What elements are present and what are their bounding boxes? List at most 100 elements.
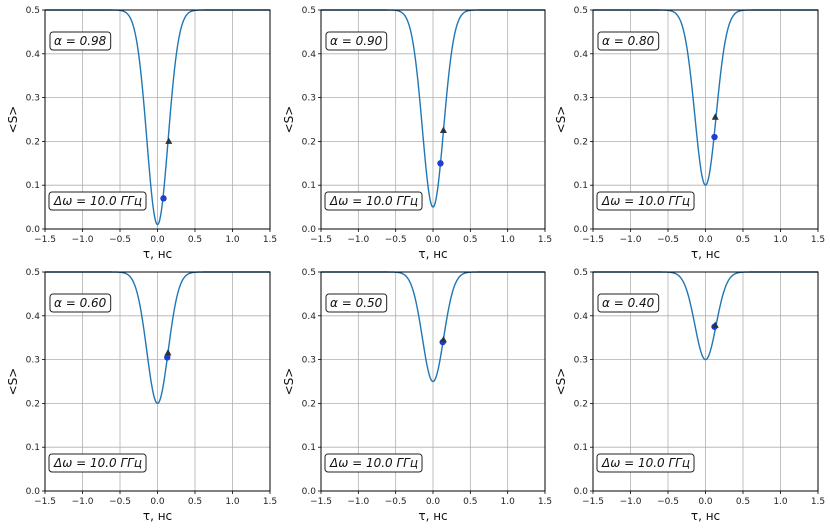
domega-annotation-text: Δω = 10.0 ГГц: [53, 194, 142, 208]
x-tick-label: −0.5: [385, 235, 407, 245]
domega-annotation: [324, 191, 423, 211]
x-tick-label: 0.5: [736, 235, 750, 245]
x-tick-label: −0.5: [657, 235, 679, 245]
circle-marker: [437, 160, 444, 167]
y-tick-label: 0.1: [574, 181, 588, 191]
x-tick-label: −1.5: [310, 235, 332, 245]
chart-panel-6: −1.5 −1.0 −0.5 0.0 0.5 1.0 1.5 0.0 0.1 0.2 0.3 0.4 0…: [554, 268, 825, 523]
alpha-annotation: [49, 293, 112, 313]
x-tick-label: 0.0: [426, 235, 441, 245]
y-tick-label: 0.4: [26, 312, 41, 322]
y-tick-label: 0.4: [574, 312, 589, 322]
y-tick-label: 0.0: [26, 487, 41, 497]
x-tick-label: −0.5: [109, 235, 131, 245]
triangle-marker: [165, 137, 173, 144]
chart-panel-3: −1.5 −1.0 −0.5 0.0 0.5 1.0 1.5 0.0 0.1 0.2 0.3 0.4 0…: [554, 6, 825, 261]
x-tick-label: 1.5: [263, 235, 277, 245]
domega-annotation: [324, 453, 423, 473]
y-tick-label: 0.0: [302, 487, 317, 497]
y-tick-label: 0.5: [26, 268, 40, 278]
x-tick-label: 1.5: [811, 497, 825, 507]
alpha-annotation: [325, 31, 388, 51]
alpha-annotation-text: α = 0.40: [602, 296, 655, 310]
y-tick-label: 0.1: [302, 443, 316, 453]
x-tick-label: 1.5: [538, 497, 552, 507]
alpha-annotation: [597, 31, 660, 51]
chart-panel-4: −1.5 −1.0 −0.5 0.0 0.5 1.0 1.5 0.0 0.1 0.2 0.3 0.4 0…: [6, 268, 277, 523]
x-tick-label: 0.5: [463, 497, 477, 507]
x-tick-label: 1.0: [773, 497, 788, 507]
x-tick-label: 1.5: [263, 497, 277, 507]
domega-annotation: [596, 453, 695, 473]
circle-marker: [711, 133, 718, 141]
x-tick-label: −1.0: [347, 497, 369, 507]
y-tick-label: 0.2: [26, 399, 40, 409]
x-tick-label: −1.0: [72, 235, 94, 245]
y-tick-label: 0.5: [574, 6, 588, 16]
y-tick-label: 0.0: [26, 225, 41, 235]
x-tick-label: 1.0: [225, 235, 240, 245]
x-tick-label: 0.0: [698, 235, 713, 245]
chart-panel-2: −1.5 −1.0 −0.5 0.0 0.5 1.0 1.5 0.0 0.1 0.2 0.3 0.4 0…: [282, 6, 552, 261]
alpha-annotation-text: α = 0.60: [54, 296, 107, 310]
circle-marker: [164, 354, 171, 361]
x-tick-label: 0.5: [188, 235, 202, 245]
y-tick-label: 0.1: [574, 443, 588, 453]
alpha-annotation: [49, 31, 112, 51]
circle-marker: [160, 195, 167, 202]
domega-annotation: [48, 191, 147, 211]
y-tick-label: 0.5: [302, 268, 316, 278]
y-tick-label: 0.3: [574, 356, 588, 366]
domega-annotation-text: Δω = 10.0 ГГц: [601, 456, 690, 470]
x-tick-label: 0.0: [426, 497, 441, 507]
y-tick-label: 0.3: [26, 356, 40, 366]
y-tick-label: 0.3: [302, 356, 316, 366]
y-tick-label: 0.2: [574, 399, 588, 409]
x-tick-label: 0.5: [463, 235, 477, 245]
alpha-annotation-text: α = 0.90: [330, 34, 383, 48]
x-tick-label: −0.5: [109, 497, 131, 507]
y-axis-label: <S>: [6, 106, 20, 134]
x-tick-label: 0.0: [698, 497, 713, 507]
x-axis-label: τ, нс: [143, 247, 172, 261]
domega-annotation-text: Δω = 10.0 ГГц: [329, 194, 418, 208]
y-tick-label: 0.0: [574, 225, 589, 235]
y-axis-label: <S>: [282, 368, 296, 396]
alpha-annotation: [597, 293, 660, 313]
x-tick-label: −1.5: [582, 235, 604, 245]
y-tick-label: 0.2: [574, 137, 588, 147]
x-tick-label: 0.0: [150, 235, 165, 245]
triangle-marker: [711, 113, 719, 120]
y-tick-label: 0.2: [302, 137, 316, 147]
y-tick-label: 0.2: [302, 399, 316, 409]
y-axis-label: <S>: [282, 106, 296, 134]
x-tick-label: −1.0: [620, 235, 642, 245]
y-tick-label: 0.4: [302, 312, 317, 322]
domega-annotation: [596, 191, 695, 211]
x-tick-label: 1.5: [538, 235, 552, 245]
x-tick-label: 1.0: [225, 497, 240, 507]
domega-annotation-text: Δω = 10.0 ГГц: [329, 456, 418, 470]
domega-annotation-text: Δω = 10.0 ГГц: [601, 194, 690, 208]
y-tick-label: 0.2: [26, 137, 40, 147]
y-tick-label: 0.4: [574, 50, 589, 60]
x-tick-label: −1.5: [34, 497, 56, 507]
x-axis-label: τ, нс: [143, 509, 172, 523]
y-axis-label: <S>: [6, 368, 20, 396]
x-tick-label: 1.0: [773, 235, 788, 245]
x-tick-label: −0.5: [385, 497, 407, 507]
y-tick-label: 0.1: [26, 181, 40, 191]
chart-panel-5: −1.5 −1.0 −0.5 0.0 0.5 1.0 1.5 0.0 0.1 0.2 0.3 0.4 0…: [282, 268, 552, 523]
domega-annotation: [48, 453, 147, 473]
x-tick-label: 0.5: [736, 497, 750, 507]
x-tick-label: −1.0: [72, 497, 94, 507]
triangle-marker: [439, 335, 447, 343]
y-tick-label: 0.4: [302, 50, 317, 60]
x-tick-label: 1.0: [501, 497, 516, 507]
y-tick-label: 0.3: [574, 94, 588, 104]
y-tick-label: 0.3: [26, 94, 40, 104]
y-axis-label: <S>: [554, 106, 568, 134]
x-tick-label: 0.5: [188, 497, 202, 507]
alpha-annotation-text: α = 0.98: [54, 34, 107, 48]
